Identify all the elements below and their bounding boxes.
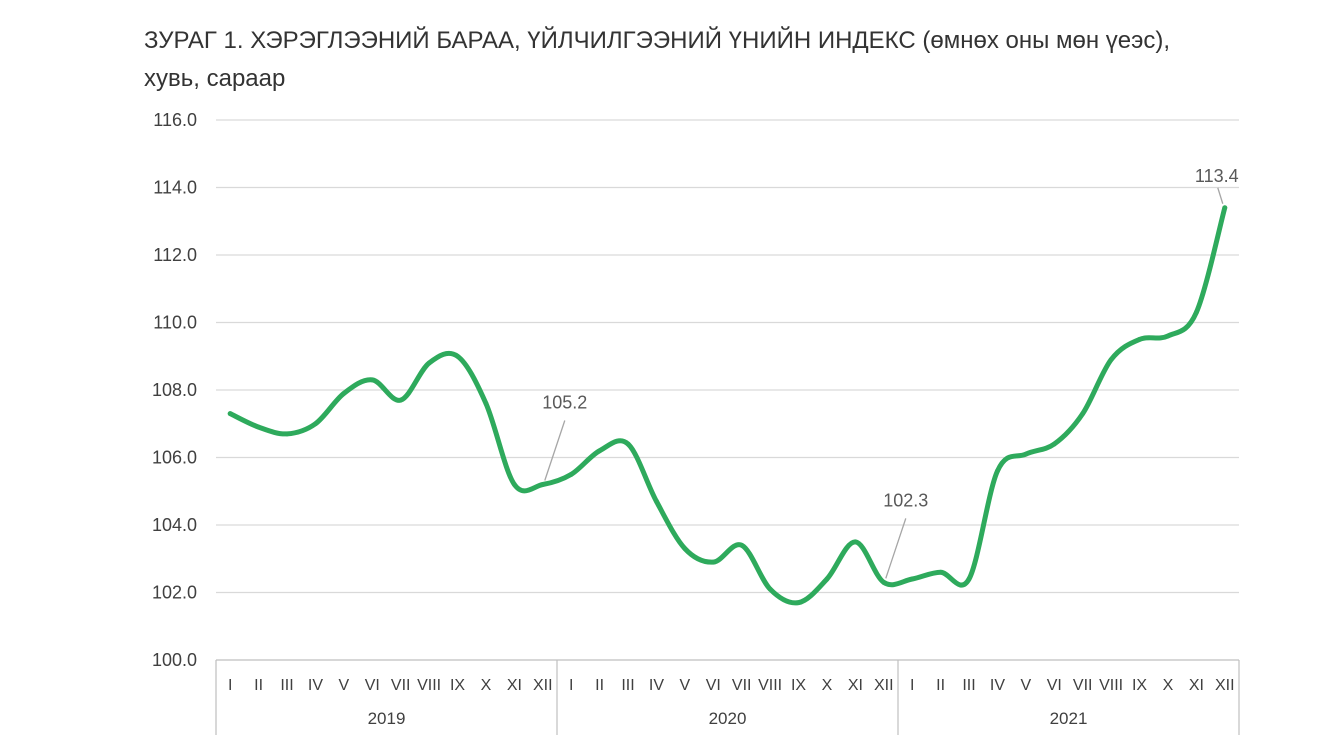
- data-point: [654, 498, 659, 504]
- x-tick-label: VI: [1047, 677, 1062, 694]
- data-label: 102.3: [883, 490, 928, 510]
- data-point: [227, 411, 233, 417]
- year-label: 2020: [709, 709, 747, 728]
- x-tick-label: III: [621, 677, 634, 694]
- year-label: 2021: [1050, 709, 1088, 728]
- x-tick-label: V: [680, 677, 691, 694]
- x-tick-label: VIII: [1099, 677, 1123, 694]
- x-tick-label: XI: [1189, 677, 1204, 694]
- leader-line: [544, 420, 566, 481]
- series-line: [227, 205, 1228, 606]
- x-tick-label: VII: [391, 677, 411, 694]
- y-tick-label: 100.0: [152, 650, 197, 670]
- chart-title-line-2: хувь, сараар: [144, 65, 286, 92]
- data-point: [966, 576, 972, 582]
- x-tick-label: V: [1021, 677, 1032, 694]
- y-tick-label: 112.0: [153, 245, 197, 265]
- x-tick-label: X: [481, 677, 492, 694]
- data-point: [824, 576, 830, 582]
- x-tick-label: IX: [791, 677, 806, 694]
- data-point: [995, 468, 1000, 474]
- data-point: [313, 421, 318, 427]
- x-tick-label: VI: [365, 677, 380, 694]
- data-point: [341, 390, 347, 396]
- x-tick-label: XII: [533, 677, 553, 694]
- x-tick-label: II: [254, 677, 263, 694]
- x-tick-label: XI: [507, 677, 522, 694]
- x-tick-label: I: [910, 677, 914, 694]
- chart-title-line-1: ЗУРАГ 1. ХЭРЭГЛЭЭНИЙ БАРАА, ҮЙЛЧИЛГЭЭНИЙ…: [144, 27, 1171, 54]
- x-tick-label: III: [280, 677, 293, 694]
- x-tick-label: II: [936, 677, 945, 694]
- x-tick-label: VIII: [758, 677, 782, 694]
- data-point: [597, 448, 603, 454]
- x-tick-label: XI: [848, 677, 863, 694]
- x-tick-label: VII: [1073, 677, 1093, 694]
- y-tick-label: 116.0: [153, 110, 197, 130]
- y-tick-label: 114.0: [153, 178, 197, 198]
- y-tick-label: 110.0: [153, 313, 197, 333]
- x-tick-label: XII: [874, 677, 894, 694]
- data-point: [540, 482, 546, 487]
- data-point: [767, 586, 773, 592]
- x-tick-label: IX: [450, 677, 465, 694]
- data-point: [710, 559, 716, 565]
- data-point: [1193, 309, 1199, 315]
- data-point: [284, 431, 290, 437]
- leader-line: [1217, 187, 1224, 204]
- x-tick-label: IV: [649, 677, 664, 694]
- data-point: [256, 424, 262, 430]
- y-tick-label: 108.0: [152, 380, 197, 400]
- x-tick-label: X: [1163, 677, 1174, 694]
- data-point: [1051, 441, 1057, 447]
- x-tick-label: I: [569, 677, 573, 694]
- data-point: [1137, 336, 1142, 342]
- data-point: [369, 377, 375, 383]
- data-point: [1108, 357, 1114, 363]
- data-label: 105.2: [542, 393, 587, 413]
- y-tick-label: 106.0: [152, 448, 197, 468]
- x-tick-label: VIII: [417, 677, 441, 694]
- x-tick-label: VII: [732, 677, 752, 694]
- x-tick-label: II: [595, 677, 604, 694]
- data-point: [1222, 205, 1228, 211]
- x-tick-label: IX: [1132, 677, 1147, 694]
- data-point: [682, 546, 688, 552]
- y-tick-label: 102.0: [152, 583, 197, 603]
- data-point: [483, 401, 489, 406]
- data-point: [455, 353, 460, 359]
- data-point: [796, 600, 801, 606]
- year-label: 2019: [368, 709, 406, 728]
- x-tick-label: V: [339, 677, 350, 694]
- data-point: [852, 539, 858, 545]
- data-point: [398, 397, 404, 403]
- data-point: [1080, 411, 1086, 417]
- data-point: [938, 569, 944, 575]
- leader-line: [885, 518, 907, 579]
- x-tick-label: IV: [990, 677, 1005, 694]
- data-point: [625, 441, 631, 447]
- data-label: 113.4: [1195, 166, 1239, 186]
- data-point: [739, 542, 745, 548]
- chart-title: ЗУРАГ 1. ХЭРЭГЛЭЭНИЙ БАРАА, ҮЙЛЧИЛГЭЭНИЙ…: [144, 22, 1294, 98]
- x-tick-label: III: [962, 677, 975, 694]
- data-point: [511, 482, 517, 487]
- data-point: [1165, 333, 1171, 339]
- x-tick-label: I: [228, 677, 232, 694]
- x-tick-label: IV: [308, 677, 323, 694]
- x-tick-label: VI: [706, 677, 721, 694]
- data-point: [909, 576, 915, 582]
- x-tick-label: XII: [1215, 677, 1235, 694]
- data-point: [568, 471, 574, 477]
- data-point: [1023, 451, 1029, 457]
- y-tick-label: 104.0: [152, 515, 197, 535]
- data-point: [426, 360, 432, 366]
- x-tick-label: X: [822, 677, 833, 694]
- data-point: [881, 579, 887, 585]
